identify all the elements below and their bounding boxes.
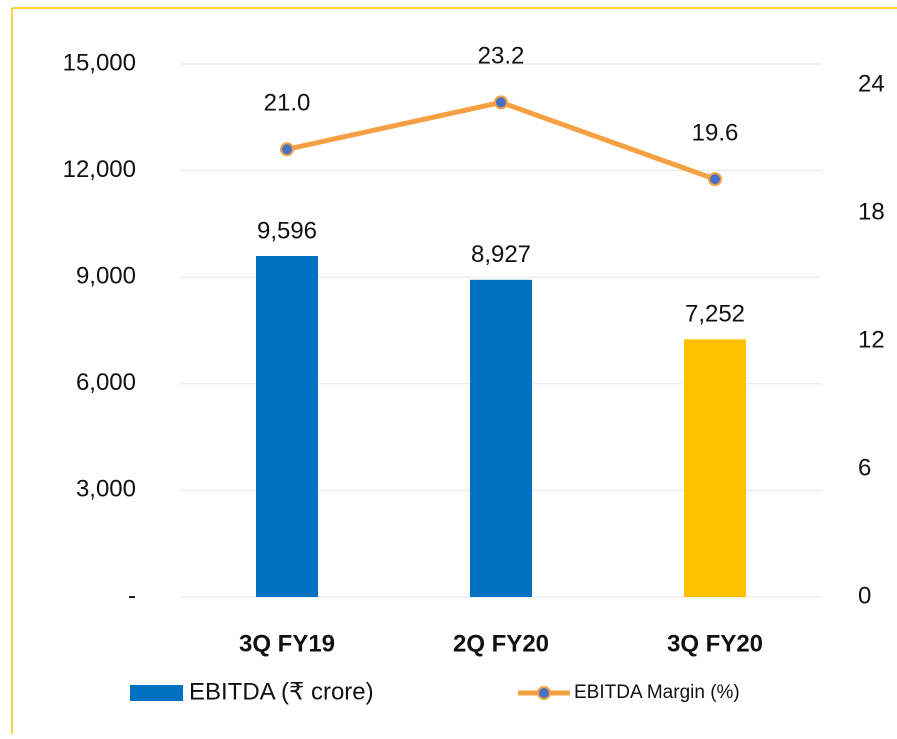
legend-label: EBITDA (₹ crore) [189,678,374,705]
y-tick-label: 15,000 [63,49,136,76]
legend-swatch [130,685,183,701]
data-label: 19.6 [692,119,739,146]
data-label: 23.2 [478,43,525,70]
marker [280,142,294,157]
x-tick-label: 2Q FY20 [453,630,549,657]
y2-tick-label: 6 [858,454,871,481]
data-label: 8,927 [471,241,531,268]
y-tick-label: - [128,582,136,609]
bar [470,279,532,597]
data-label: 9,596 [257,217,317,244]
x-tick-label: 3Q FY20 [667,630,763,657]
y-tick-label: 9,000 [76,263,136,290]
bar [684,339,746,597]
y-tick-label: 12,000 [63,156,136,183]
line [286,99,716,182]
y-tick-label: 3,000 [76,476,136,503]
marker [708,172,722,187]
y2-tick-label: 12 [858,327,885,354]
y2-tick-label: 24 [858,71,885,98]
marker [494,95,508,110]
x-tick-label: 3Q FY19 [239,630,335,657]
y2-tick-label: 0 [858,582,871,609]
data-label: 7,252 [685,301,745,328]
data-label: 21.0 [264,90,311,117]
bar [256,256,318,597]
y-tick-label: 6,000 [76,369,136,396]
legend-label: EBITDA Margin (%) [574,682,740,703]
legend-marker [537,686,551,700]
y2-tick-label: 18 [858,199,885,226]
